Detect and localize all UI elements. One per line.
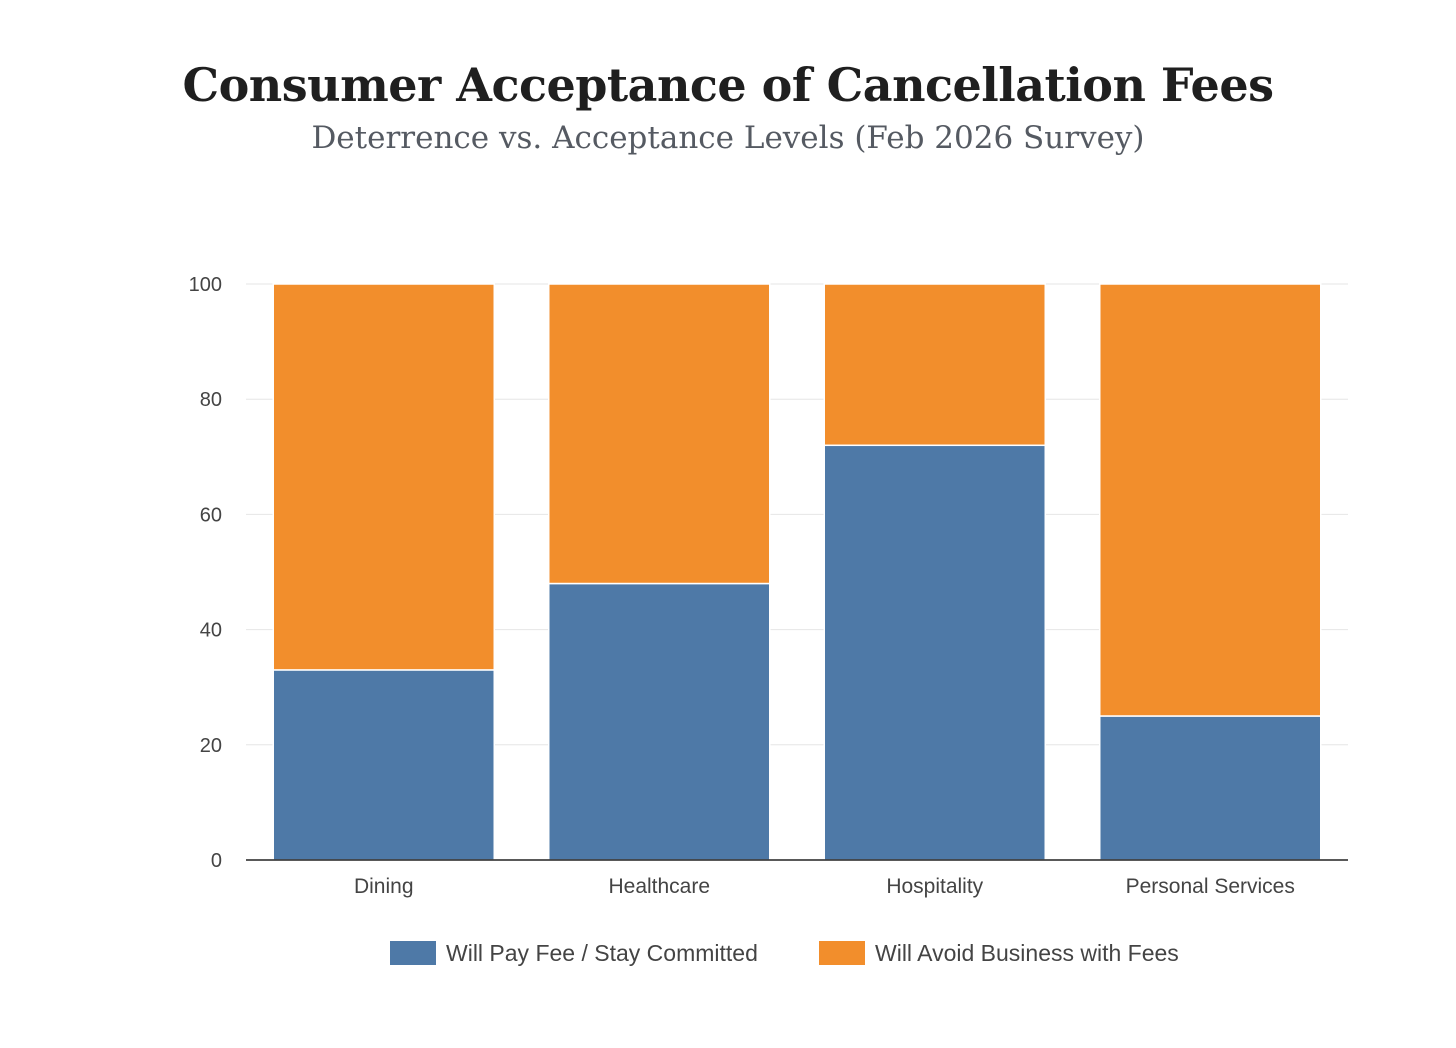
- x-category-label: Hospitality: [886, 875, 983, 898]
- chart-subtitle: Deterrence vs. Acceptance Levels (Feb 20…: [311, 120, 1145, 156]
- y-tick-label: 0: [211, 850, 222, 872]
- legend-label: Will Pay Fee / Stay Committed: [446, 940, 758, 966]
- y-tick-label: 100: [189, 274, 222, 296]
- legend: Will Pay Fee / Stay Committed Will Avoid …: [390, 940, 1179, 966]
- bar-segment-hospitality-series-2: [823, 283, 1046, 447]
- x-category-label: Personal Services: [1126, 875, 1295, 898]
- x-category-labels: Dining Healthcare Hospitality Personal Serv…: [354, 875, 1295, 898]
- bar-segment-dining-series-2: [272, 283, 495, 671]
- y-tick-label: 20: [200, 735, 222, 757]
- y-tick-label: 60: [200, 504, 222, 526]
- bar-segment-healthcare-series-1: [548, 582, 771, 861]
- y-tick-label: 80: [200, 389, 222, 411]
- legend-swatch: [819, 941, 865, 965]
- x-category-label: Healthcare: [608, 875, 710, 898]
- bar-segment-dining-series-1: [272, 669, 495, 861]
- bar-segment-personal-services-series-2: [1099, 283, 1322, 717]
- legend-label: Will Avoid Business with Fees: [875, 940, 1179, 966]
- bar-segment-personal-services-series-1: [1099, 715, 1322, 861]
- chart-title: Consumer Acceptance of Cancellation Fees: [182, 58, 1274, 112]
- y-tick-labels: 0 20 40 60 80 100: [189, 274, 222, 872]
- bars: [272, 283, 1322, 861]
- legend-swatch: [390, 941, 436, 965]
- y-tick-label: 40: [200, 620, 222, 642]
- bar-segment-healthcare-series-2: [548, 283, 771, 585]
- bar-segment-hospitality-series-1: [823, 444, 1046, 861]
- x-category-label: Dining: [354, 875, 414, 898]
